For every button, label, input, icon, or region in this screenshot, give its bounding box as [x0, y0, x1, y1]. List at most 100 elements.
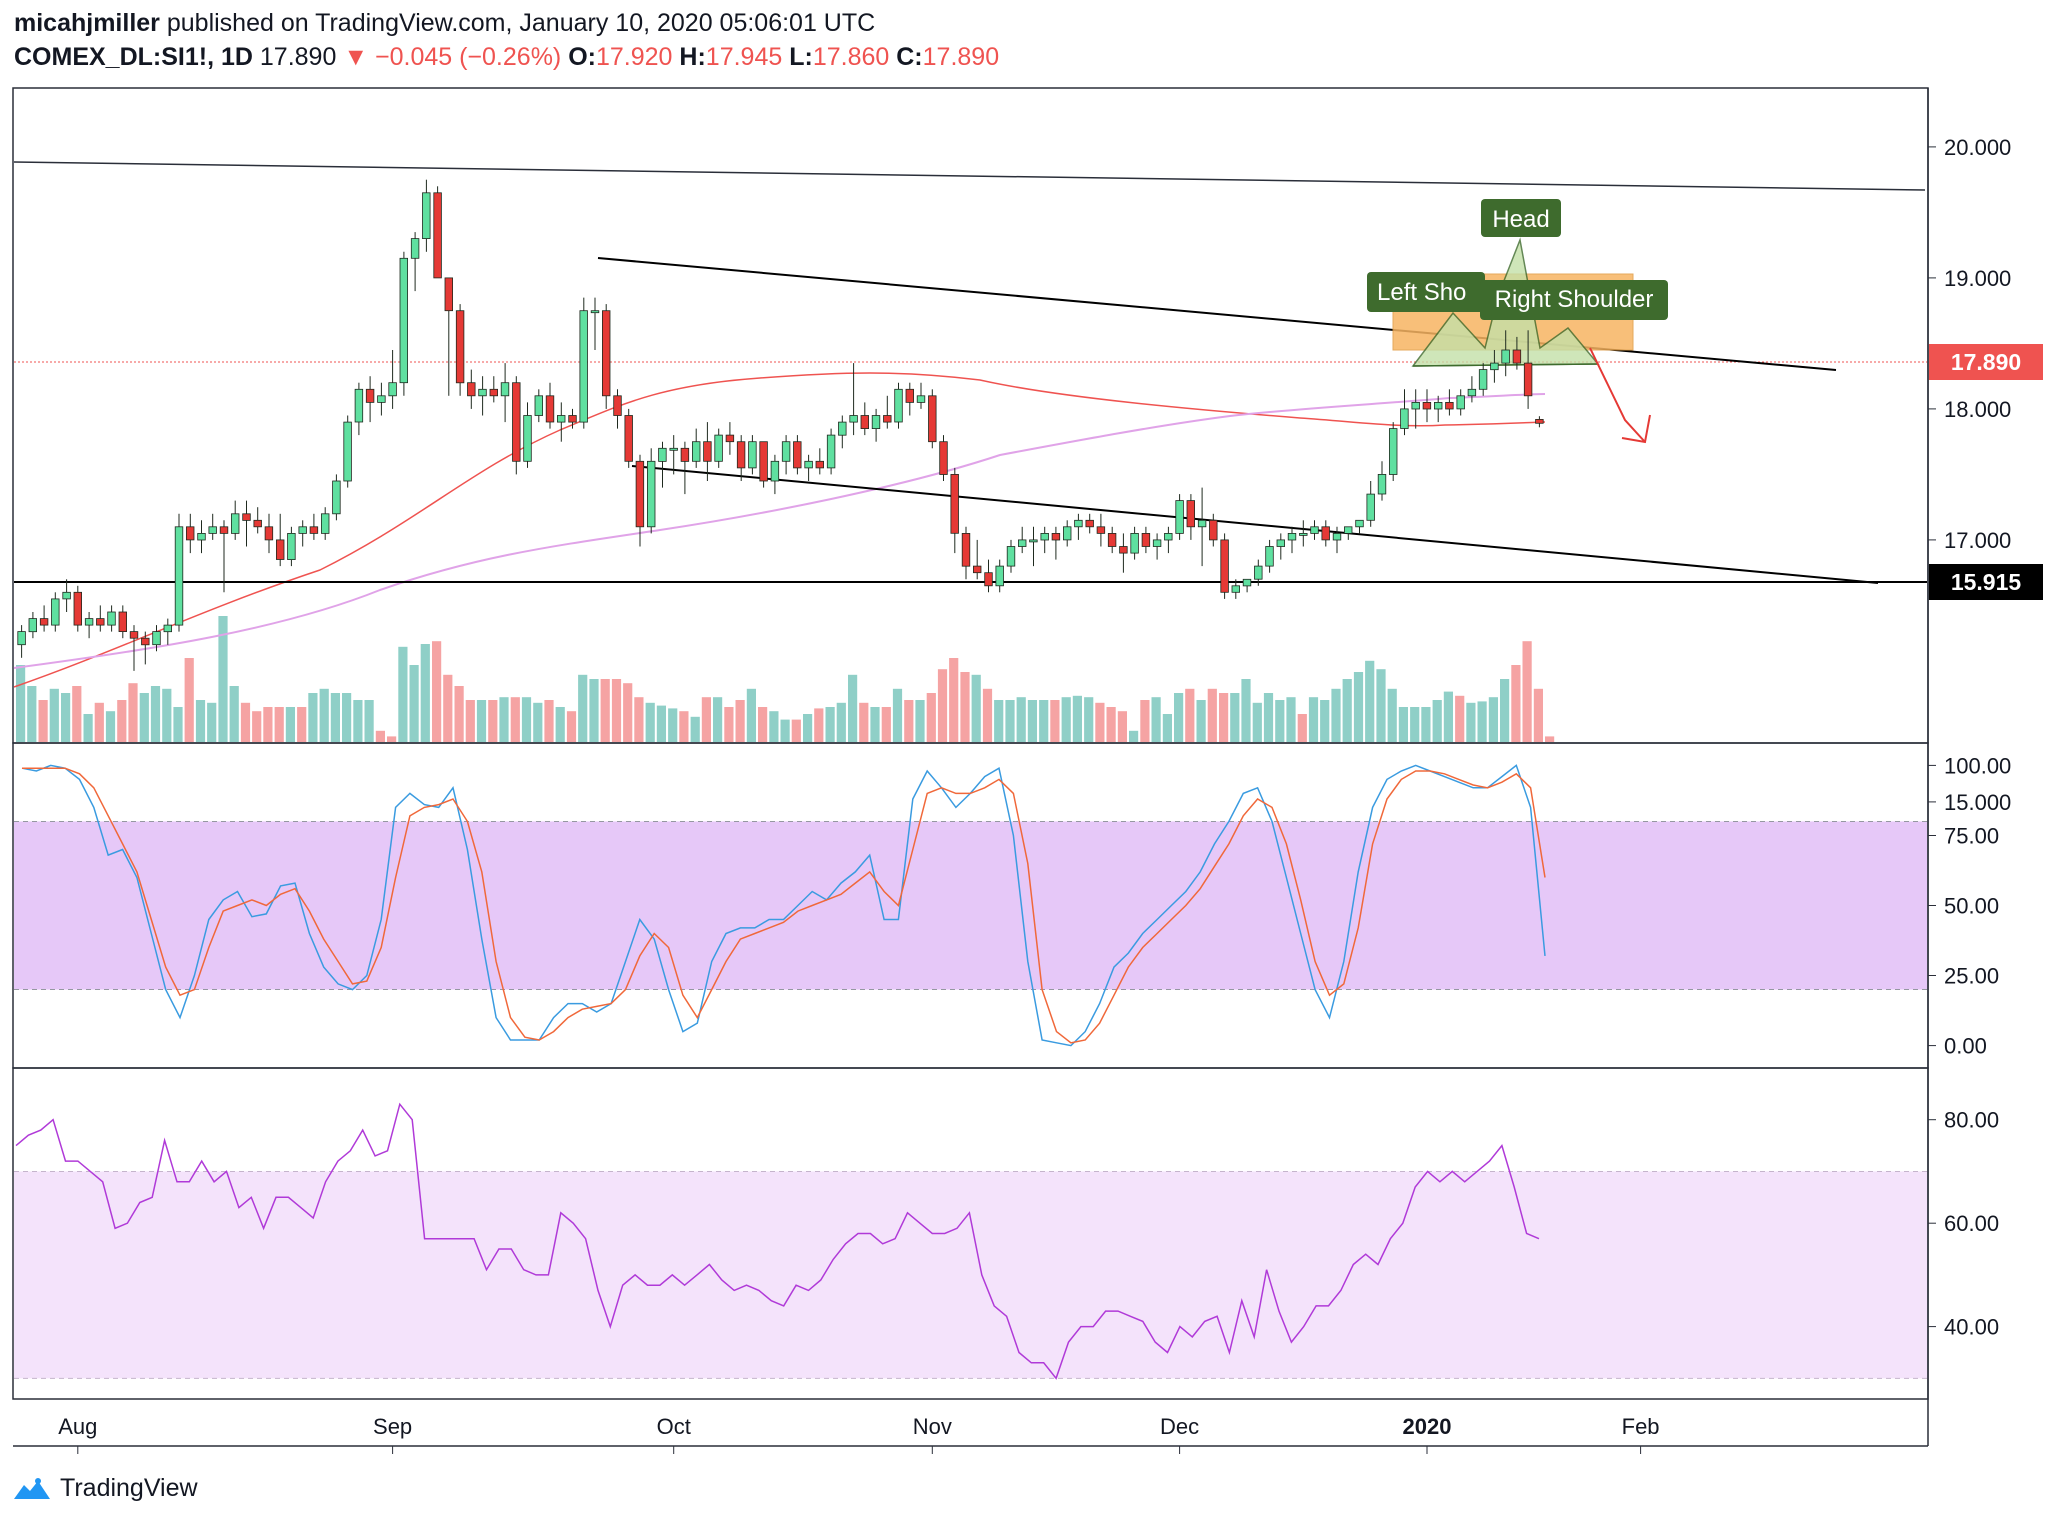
volume-bar: [892, 688, 903, 742]
volume-bar: [240, 702, 251, 742]
candle-body-up: [287, 533, 296, 561]
rsi-band: [14, 1171, 1927, 1379]
right-shoulder-label[interactable]: Right Shoulder: [1480, 280, 1668, 320]
tradingview-logo[interactable]: TradingView: [12, 1474, 198, 1503]
volume-bar: [746, 688, 756, 742]
candle-body-down: [309, 526, 319, 534]
volume-bar: [555, 707, 565, 742]
candle-body-up: [714, 434, 723, 462]
time-tick-label: 2020: [1403, 1414, 1452, 1439]
candle: [1490, 350, 1499, 383]
candle: [208, 513, 217, 540]
volume-bar: [218, 616, 228, 742]
volume-bar: [521, 697, 532, 742]
candle: [871, 408, 881, 442]
volume-bar: [1387, 688, 1397, 742]
candle-body-up: [871, 415, 881, 430]
volume-bar: [1398, 707, 1408, 742]
volume-bar: [578, 674, 588, 742]
volume-bar: [1252, 702, 1262, 742]
volume-bar: [1320, 700, 1330, 742]
volume-bar: [117, 700, 127, 742]
candle: [523, 402, 532, 468]
candle: [320, 507, 330, 540]
candle: [1197, 487, 1207, 567]
candle-body-up: [422, 192, 431, 240]
candle: [950, 467, 959, 554]
candle-body-up: [894, 388, 903, 423]
candle-body-down: [860, 415, 869, 430]
candle-body-up: [1242, 578, 1252, 587]
volume-bar: [387, 736, 397, 742]
tradingview-brand-text: TradingView: [60, 1474, 198, 1502]
volume-bar: [1342, 679, 1352, 742]
volume-bar: [1207, 688, 1217, 742]
candle: [995, 559, 1004, 593]
candle: [579, 297, 588, 429]
candle: [973, 539, 982, 580]
candle-body-down: [365, 388, 375, 403]
candle: [568, 408, 577, 429]
candle-body-up: [849, 415, 858, 423]
volume-bar: [769, 711, 779, 742]
candle: [1242, 578, 1252, 593]
left-shoulder-label[interactable]: Left Sho: [1367, 272, 1485, 312]
stoch-tick-label: 100.00: [1944, 753, 2011, 778]
candle-body-down: [253, 519, 262, 528]
volume-bar: [1117, 711, 1127, 742]
candle-body-down: [793, 441, 802, 469]
author-name[interactable]: micahjmiller: [14, 9, 160, 37]
candle: [287, 526, 296, 567]
volume-bar: [476, 700, 487, 742]
candle-body-down: [1085, 519, 1094, 528]
left-shoulder-label-text: Left Sho: [1377, 279, 1466, 306]
symbol-label[interactable]: COMEX_DL:SI1!, 1D: [14, 43, 253, 71]
candle: [1220, 533, 1229, 599]
candle: [129, 625, 139, 671]
candle: [399, 251, 408, 396]
volume-bar: [971, 674, 981, 742]
candle-body-down: [1209, 519, 1218, 541]
upper-resistance-line: [13, 161, 1926, 191]
stoch-axis-labels: 100.00 75.00 50.00 25.00 0.00: [1928, 753, 2011, 1059]
volume-bar: [49, 688, 59, 742]
candle-body-down: [141, 637, 150, 646]
candle-body-up: [647, 460, 656, 528]
candle: [242, 500, 251, 547]
volume-bar: [656, 705, 666, 742]
candle-body-down: [512, 382, 521, 462]
volume-bar: [499, 697, 509, 742]
candle-body-down: [624, 415, 633, 462]
candle: [264, 513, 274, 554]
stoch-tick-label: 25.00: [1944, 964, 1999, 989]
volume-bar: [1151, 697, 1161, 742]
candle-body-up: [230, 513, 240, 534]
candle: [1321, 520, 1330, 547]
volume-bar: [589, 679, 599, 742]
candle: [1434, 395, 1443, 423]
candle: [309, 513, 319, 540]
volume-bar: [859, 702, 869, 742]
last-price-badge-text: 17.890: [1951, 349, 2021, 375]
candle-body-up: [770, 460, 780, 482]
candle-body-up: [51, 598, 60, 626]
candle: [815, 448, 824, 475]
candle-body-up: [1501, 349, 1510, 364]
candle-body-up: [781, 441, 791, 462]
volume-bar: [207, 702, 217, 742]
candle: [152, 625, 161, 652]
price-tick-label: 18.000: [1944, 397, 2011, 422]
candle: [253, 507, 262, 534]
volume-bar: [353, 700, 363, 742]
rsi-tick-label: 40.00: [1944, 1315, 1999, 1340]
volume-bar: [1162, 714, 1172, 742]
candle-body-up: [692, 441, 701, 462]
candle: [1299, 520, 1308, 547]
candle-body-up: [1029, 539, 1038, 543]
candle: [500, 363, 510, 423]
head-label[interactable]: Head: [1481, 199, 1561, 237]
candle-body-up: [298, 526, 307, 534]
candle-body-up: [152, 631, 161, 646]
candle: [410, 232, 420, 292]
